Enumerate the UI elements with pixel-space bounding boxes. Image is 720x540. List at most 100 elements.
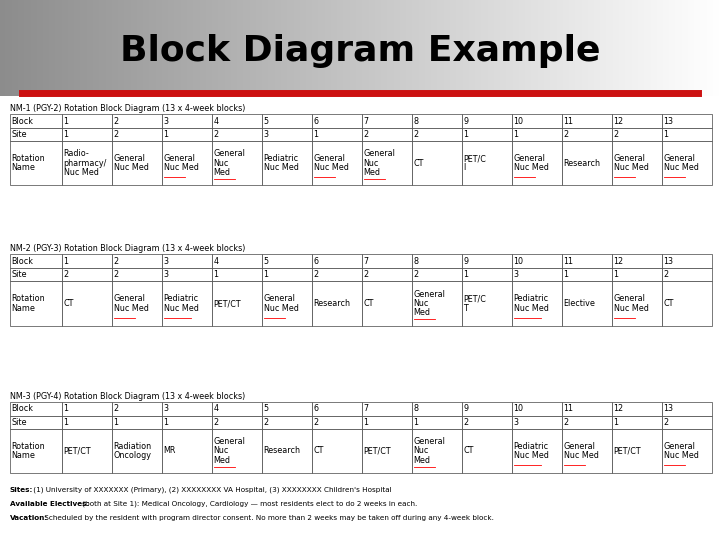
Text: 6: 6 [313, 117, 318, 126]
Bar [212, 254, 262, 268]
Bar [662, 254, 712, 268]
Bar [662, 114, 712, 128]
Bar [462, 254, 512, 268]
Text: 2: 2 [564, 130, 569, 139]
Text: PET/CT: PET/CT [364, 447, 391, 455]
Text: 1: 1 [613, 418, 618, 427]
Text: General
Nuc Med: General Nuc Med [613, 154, 649, 172]
Text: 1: 1 [464, 130, 469, 139]
Bar [112, 254, 162, 268]
Text: General
Nuc Med: General Nuc Med [613, 294, 649, 313]
Text: General
Nuc Med: General Nuc Med [313, 154, 348, 172]
Bar [212, 114, 262, 128]
Bar [512, 268, 562, 281]
Text: 11: 11 [564, 117, 574, 126]
Text: MR: MR [163, 447, 176, 455]
Bar [462, 114, 512, 128]
Text: PET/C
T: PET/C T [464, 294, 487, 313]
Text: 12: 12 [613, 404, 624, 413]
Bar [10, 281, 62, 326]
Text: 2: 2 [114, 130, 119, 139]
Bar [662, 268, 712, 281]
Text: 3: 3 [163, 404, 168, 413]
Bar [212, 128, 262, 141]
Bar [312, 402, 362, 416]
Text: 1: 1 [613, 271, 618, 280]
Text: 2: 2 [613, 130, 618, 139]
Text: 1: 1 [464, 271, 469, 280]
Bar [10, 114, 62, 128]
Text: 1: 1 [63, 418, 68, 427]
Bar [162, 416, 212, 429]
Bar [512, 114, 562, 128]
Text: NM-1 (PGY-2) Rotation Block Diagram (13 x 4-week blocks): NM-1 (PGY-2) Rotation Block Diagram (13 … [10, 104, 246, 113]
Text: NM-3 (PGY-4) Rotation Block Diagram (13 x 4-week blocks): NM-3 (PGY-4) Rotation Block Diagram (13 … [10, 392, 246, 401]
Bar [412, 141, 462, 185]
Bar [512, 429, 562, 473]
Text: General
Nuc Med: General Nuc Med [664, 154, 698, 172]
Bar [662, 128, 712, 141]
Text: Site: Site [12, 130, 27, 139]
Bar [562, 141, 612, 185]
Bar [612, 402, 662, 416]
Text: 8: 8 [413, 257, 418, 266]
Text: 8: 8 [413, 117, 418, 126]
Bar [262, 141, 312, 185]
Bar [212, 416, 262, 429]
Bar [412, 128, 462, 141]
Text: NM-2 (PGY-3) Rotation Block Diagram (13 x 4-week blocks): NM-2 (PGY-3) Rotation Block Diagram (13 … [10, 245, 246, 253]
Text: General
Nuc Med: General Nuc Med [114, 154, 148, 172]
Bar [562, 268, 612, 281]
Text: 1: 1 [63, 130, 68, 139]
Bar [62, 254, 112, 268]
Bar [212, 402, 262, 416]
Text: General
Nuc Med: General Nuc Med [163, 154, 199, 172]
Bar [262, 402, 312, 416]
Text: 3: 3 [163, 117, 168, 126]
Text: Radio-
pharmacy/
Nuc Med: Radio- pharmacy/ Nuc Med [63, 150, 107, 177]
Bar [162, 254, 212, 268]
Text: 1: 1 [513, 130, 518, 139]
Bar [462, 268, 512, 281]
Bar [10, 429, 62, 473]
Text: Block: Block [12, 404, 34, 413]
Text: 11: 11 [564, 404, 574, 413]
Bar [262, 429, 312, 473]
Text: Available Electives:: Available Electives: [10, 501, 89, 507]
Bar [412, 402, 462, 416]
Text: General
Nuc
Med: General Nuc Med [214, 437, 246, 465]
Text: Pediatric
Nuc Med: Pediatric Nuc Med [513, 294, 549, 313]
Bar [662, 281, 712, 326]
Text: 2: 2 [114, 257, 119, 266]
Bar [162, 402, 212, 416]
Text: 11: 11 [564, 257, 574, 266]
Text: 13: 13 [664, 404, 673, 413]
Bar [10, 416, 62, 429]
Text: 2: 2 [214, 130, 219, 139]
Bar [562, 416, 612, 429]
Bar [662, 429, 712, 473]
Bar [10, 141, 62, 185]
Text: Vacation:: Vacation: [10, 515, 48, 521]
Bar [612, 281, 662, 326]
Text: CT: CT [413, 159, 424, 168]
Bar [10, 268, 62, 281]
Bar [62, 402, 112, 416]
Text: 1: 1 [214, 271, 218, 280]
Bar [362, 254, 412, 268]
Bar [362, 402, 412, 416]
Bar [512, 416, 562, 429]
Text: 9: 9 [464, 117, 469, 126]
Bar [512, 281, 562, 326]
Bar [262, 281, 312, 326]
Text: PET/CT: PET/CT [613, 447, 641, 455]
Text: General
Nuc Med: General Nuc Med [513, 154, 549, 172]
Text: 2: 2 [214, 418, 219, 427]
Bar [612, 141, 662, 185]
Bar [612, 114, 662, 128]
Text: 1: 1 [63, 404, 68, 413]
Bar [412, 429, 462, 473]
Bar [462, 429, 512, 473]
Text: Block: Block [12, 257, 34, 266]
Bar [662, 402, 712, 416]
